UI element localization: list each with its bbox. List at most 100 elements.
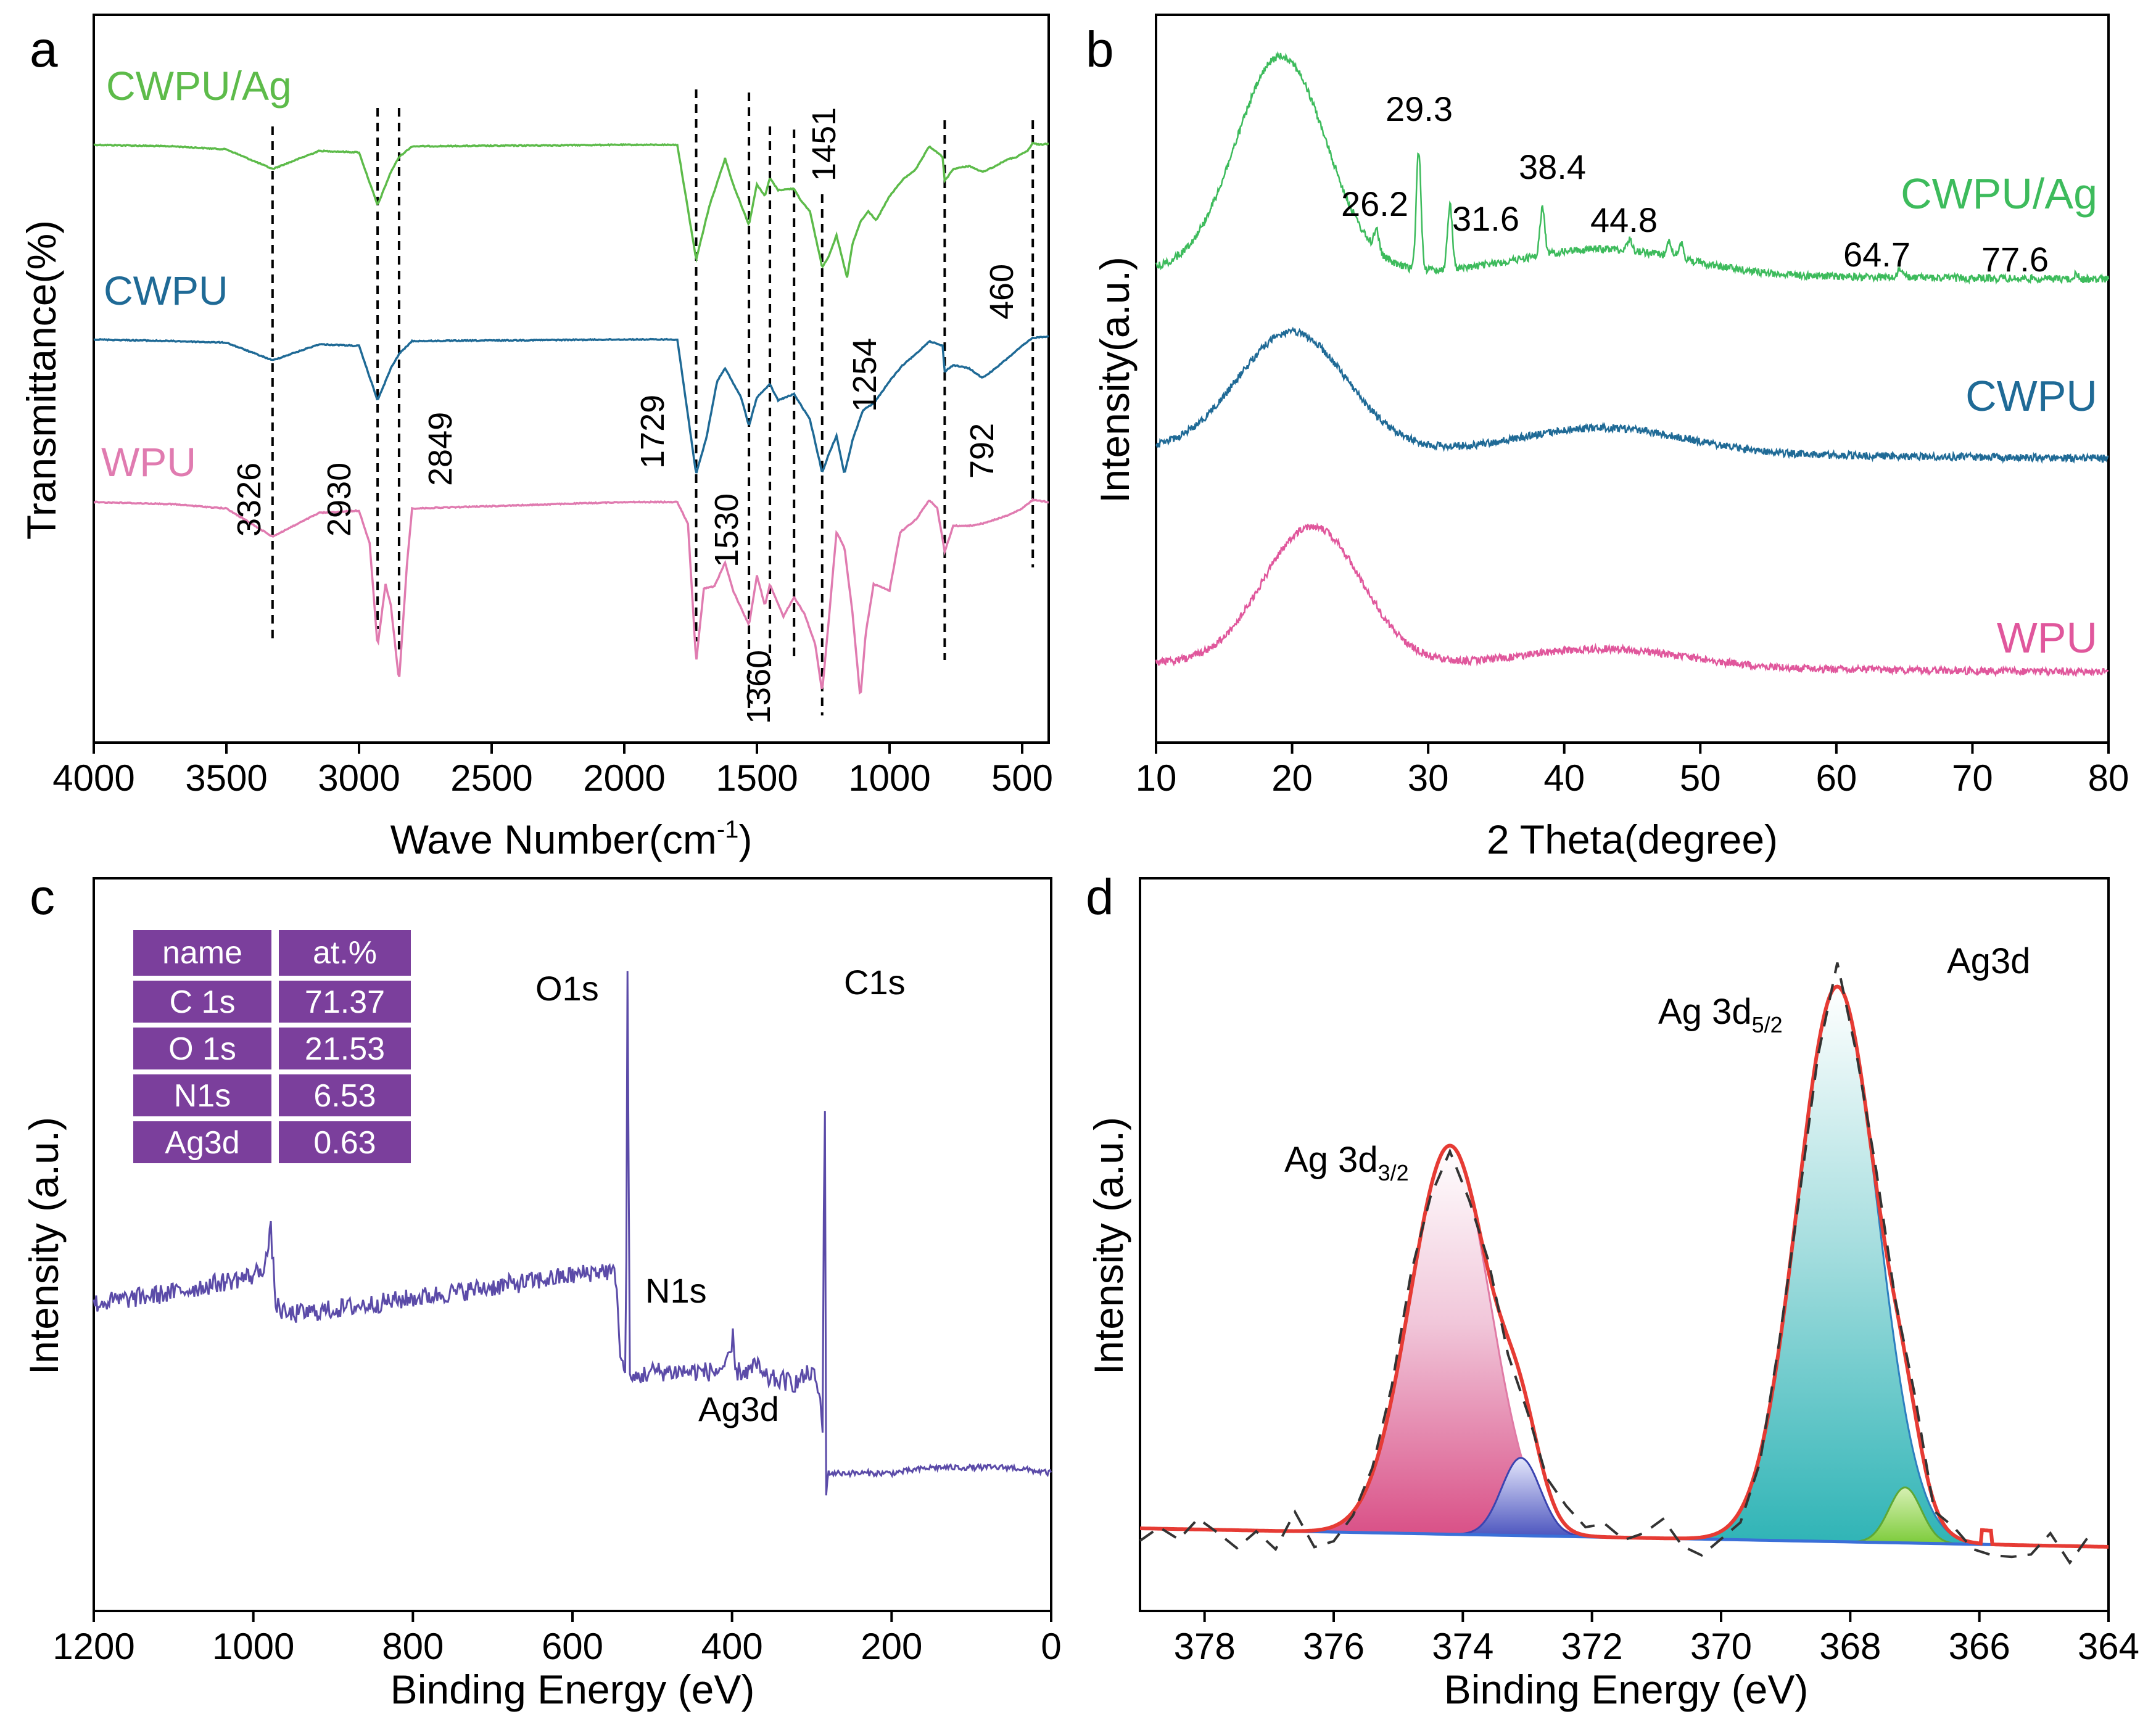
composition-table: name at.% C 1s 71.37 O 1s 21.53 N1s 6.53… (133, 930, 411, 1163)
peak-label-64-7: 64.7 (1843, 235, 1910, 274)
table-cell-element: O 1s (168, 1031, 236, 1067)
annot-1254: 1254 (846, 338, 883, 412)
panel-b-frame (1155, 14, 2110, 744)
panel-d-xlabel: Binding Energy (eV) (1444, 1666, 1809, 1712)
annot-2930: 2930 (321, 463, 358, 537)
panel-c-xlabel: Binding Energy (eV) (390, 1666, 755, 1712)
table-cell-value: 21.53 (305, 1031, 385, 1067)
panel-c: c 1200 1000 800 600 400 200 0 O1s C1s N1s Ag3d… (21, 869, 1062, 1712)
panel-a-x-ticks: 4000 3500 3000 2500 2000 1500 1000 500 (52, 743, 1053, 799)
panel-letter-d: d (1086, 869, 1114, 925)
panel-b-ylabel: Intensity(a.u.) (1092, 257, 1138, 503)
fit-component-1 (1443, 1457, 1599, 1538)
annot-1530: 1530 (708, 493, 745, 567)
table-cell-value: 0.63 (313, 1125, 376, 1161)
panel-b-tick-label: 50 (1680, 757, 1721, 799)
peak-label-38-4: 38.4 (1519, 147, 1586, 186)
table-cell (133, 981, 271, 1023)
panel-a-series (93, 141, 1049, 695)
panel-b-tick-label: 60 (1815, 757, 1857, 799)
table-cell (279, 1121, 411, 1163)
peak-label-n1s: N1s (645, 1271, 707, 1310)
panel-b-tick-label: 20 (1271, 757, 1313, 799)
table-header-at: at.% (313, 935, 377, 971)
panel-a-tick-label: 500 (991, 757, 1053, 799)
series-line-xps-survey (93, 971, 1052, 1496)
peak-label-c1s: C1s (844, 963, 906, 1002)
panel-d-tick-label: 376 (1303, 1626, 1365, 1667)
panel-a-tick-label: 3500 (185, 757, 267, 799)
annot-2849: 2849 (422, 412, 459, 486)
table-header-cell (133, 930, 271, 976)
peak-label-ag3d32-sub: 3/2 (1378, 1160, 1409, 1185)
series-line-cwpu-ag (93, 141, 1049, 278)
annot-3326: 3326 (231, 463, 268, 537)
panel-a-tick-label: 3000 (318, 757, 400, 799)
table-cell (133, 1028, 271, 1069)
panel-b: b 10 20 30 40 50 60 70 80 CWPU/Ag CWPU WPU 26.2… (1086, 14, 2129, 862)
panel-letter-a: a (30, 22, 58, 78)
panel-c-tick-label: 200 (861, 1626, 922, 1667)
peak-label-ag3d52-sub: 5/2 (1752, 1012, 1783, 1037)
panel-a-tick-label: 4000 (52, 757, 134, 799)
legend-cwpu: CWPU (104, 268, 228, 313)
panel-d-tick-label: 370 (1690, 1626, 1752, 1667)
panel-a-xlabel-close: ) (738, 817, 752, 862)
legend-b-wpu: WPU (1997, 614, 2097, 662)
panel-d-tick-label: 366 (1949, 1626, 2010, 1667)
raw-data-line (1139, 962, 2091, 1565)
table-cell-value: 71.37 (305, 984, 385, 1020)
panel-letter-b: b (1086, 22, 1114, 78)
peak-label-29-3: 29.3 (1386, 89, 1453, 128)
panel-a-reference-lines (271, 89, 1035, 715)
panel-d-x-ticks: 378 376 374 372 370 368 366 364 (1174, 1611, 2139, 1667)
envelope-fit-line (1140, 984, 2109, 1549)
panel-c-tick-label: 600 (542, 1626, 603, 1667)
annot-1360: 1360 (740, 650, 777, 724)
panel-b-tick-label: 40 (1543, 757, 1585, 799)
series-line-b-cwpu (1155, 326, 2109, 464)
panel-c-tick-label: 800 (382, 1626, 444, 1667)
series-line-b-wpu (1155, 522, 2109, 678)
panel-c-tick-label: 400 (701, 1626, 763, 1667)
panel-c-series (93, 971, 1052, 1496)
table-cell (279, 1074, 411, 1116)
panel-d-tick-label: 364 (2078, 1626, 2139, 1667)
panel-b-tick-label: 70 (1952, 757, 1993, 799)
panel-a-tick-label: 1000 (848, 757, 930, 799)
series-line-wpu (93, 498, 1049, 695)
panel-b-series (1155, 51, 2110, 678)
table-cell-element: C 1s (170, 984, 236, 1020)
panel-a-xlabel: Wave Number(cm-1) (390, 816, 753, 862)
panel-b-x-ticks: 10 20 30 40 50 60 70 80 (1136, 743, 2129, 799)
panel-a-tick-label: 1500 (716, 757, 798, 799)
table-cell-value: 6.53 (313, 1078, 376, 1114)
panel-d-frame (1139, 877, 2110, 1612)
panel-a-tick-label: 2500 (450, 757, 532, 799)
panel-c-tick-label: 1000 (212, 1626, 294, 1667)
panel-d: d 378 376 374 372 370 368 366 364 (1086, 869, 2139, 1712)
panel-b-tick-label: 10 (1136, 757, 1177, 799)
peak-label-o1s: O1s (535, 969, 599, 1008)
legend-cwpu-ag: CWPU/Ag (106, 63, 292, 109)
table-cell (279, 981, 411, 1023)
panel-d-tick-label: 378 (1174, 1626, 1236, 1667)
panel-d-tick-label: 374 (1432, 1626, 1493, 1667)
peak-label-ag3d32: Ag 3d3/2 (1284, 1140, 1409, 1185)
panel-d-title: Ag3d (1947, 941, 2030, 981)
legend-b-cwpu-ag: CWPU/Ag (1901, 170, 2097, 218)
table-header-cell (279, 930, 411, 976)
panel-b-xlabel: 2 Theta(degree) (1487, 817, 1778, 862)
peak-label-44-8: 44.8 (1590, 200, 1658, 239)
panel-b-tick-label: 80 (2088, 757, 2129, 799)
panel-a-frame (93, 14, 1050, 744)
table-cell-element: N1s (174, 1078, 231, 1114)
peak-label-ag3d52: Ag 3d5/2 (1658, 992, 1783, 1037)
legend-b-cwpu: CWPU (1965, 372, 2097, 420)
annot-1729: 1729 (634, 395, 671, 469)
table-cell (279, 1028, 411, 1069)
peak-label-77-6: 77.6 (1981, 240, 2049, 279)
panel-c-tick-label: 1200 (52, 1626, 134, 1667)
panel-a-tick-label: 2000 (583, 757, 665, 799)
